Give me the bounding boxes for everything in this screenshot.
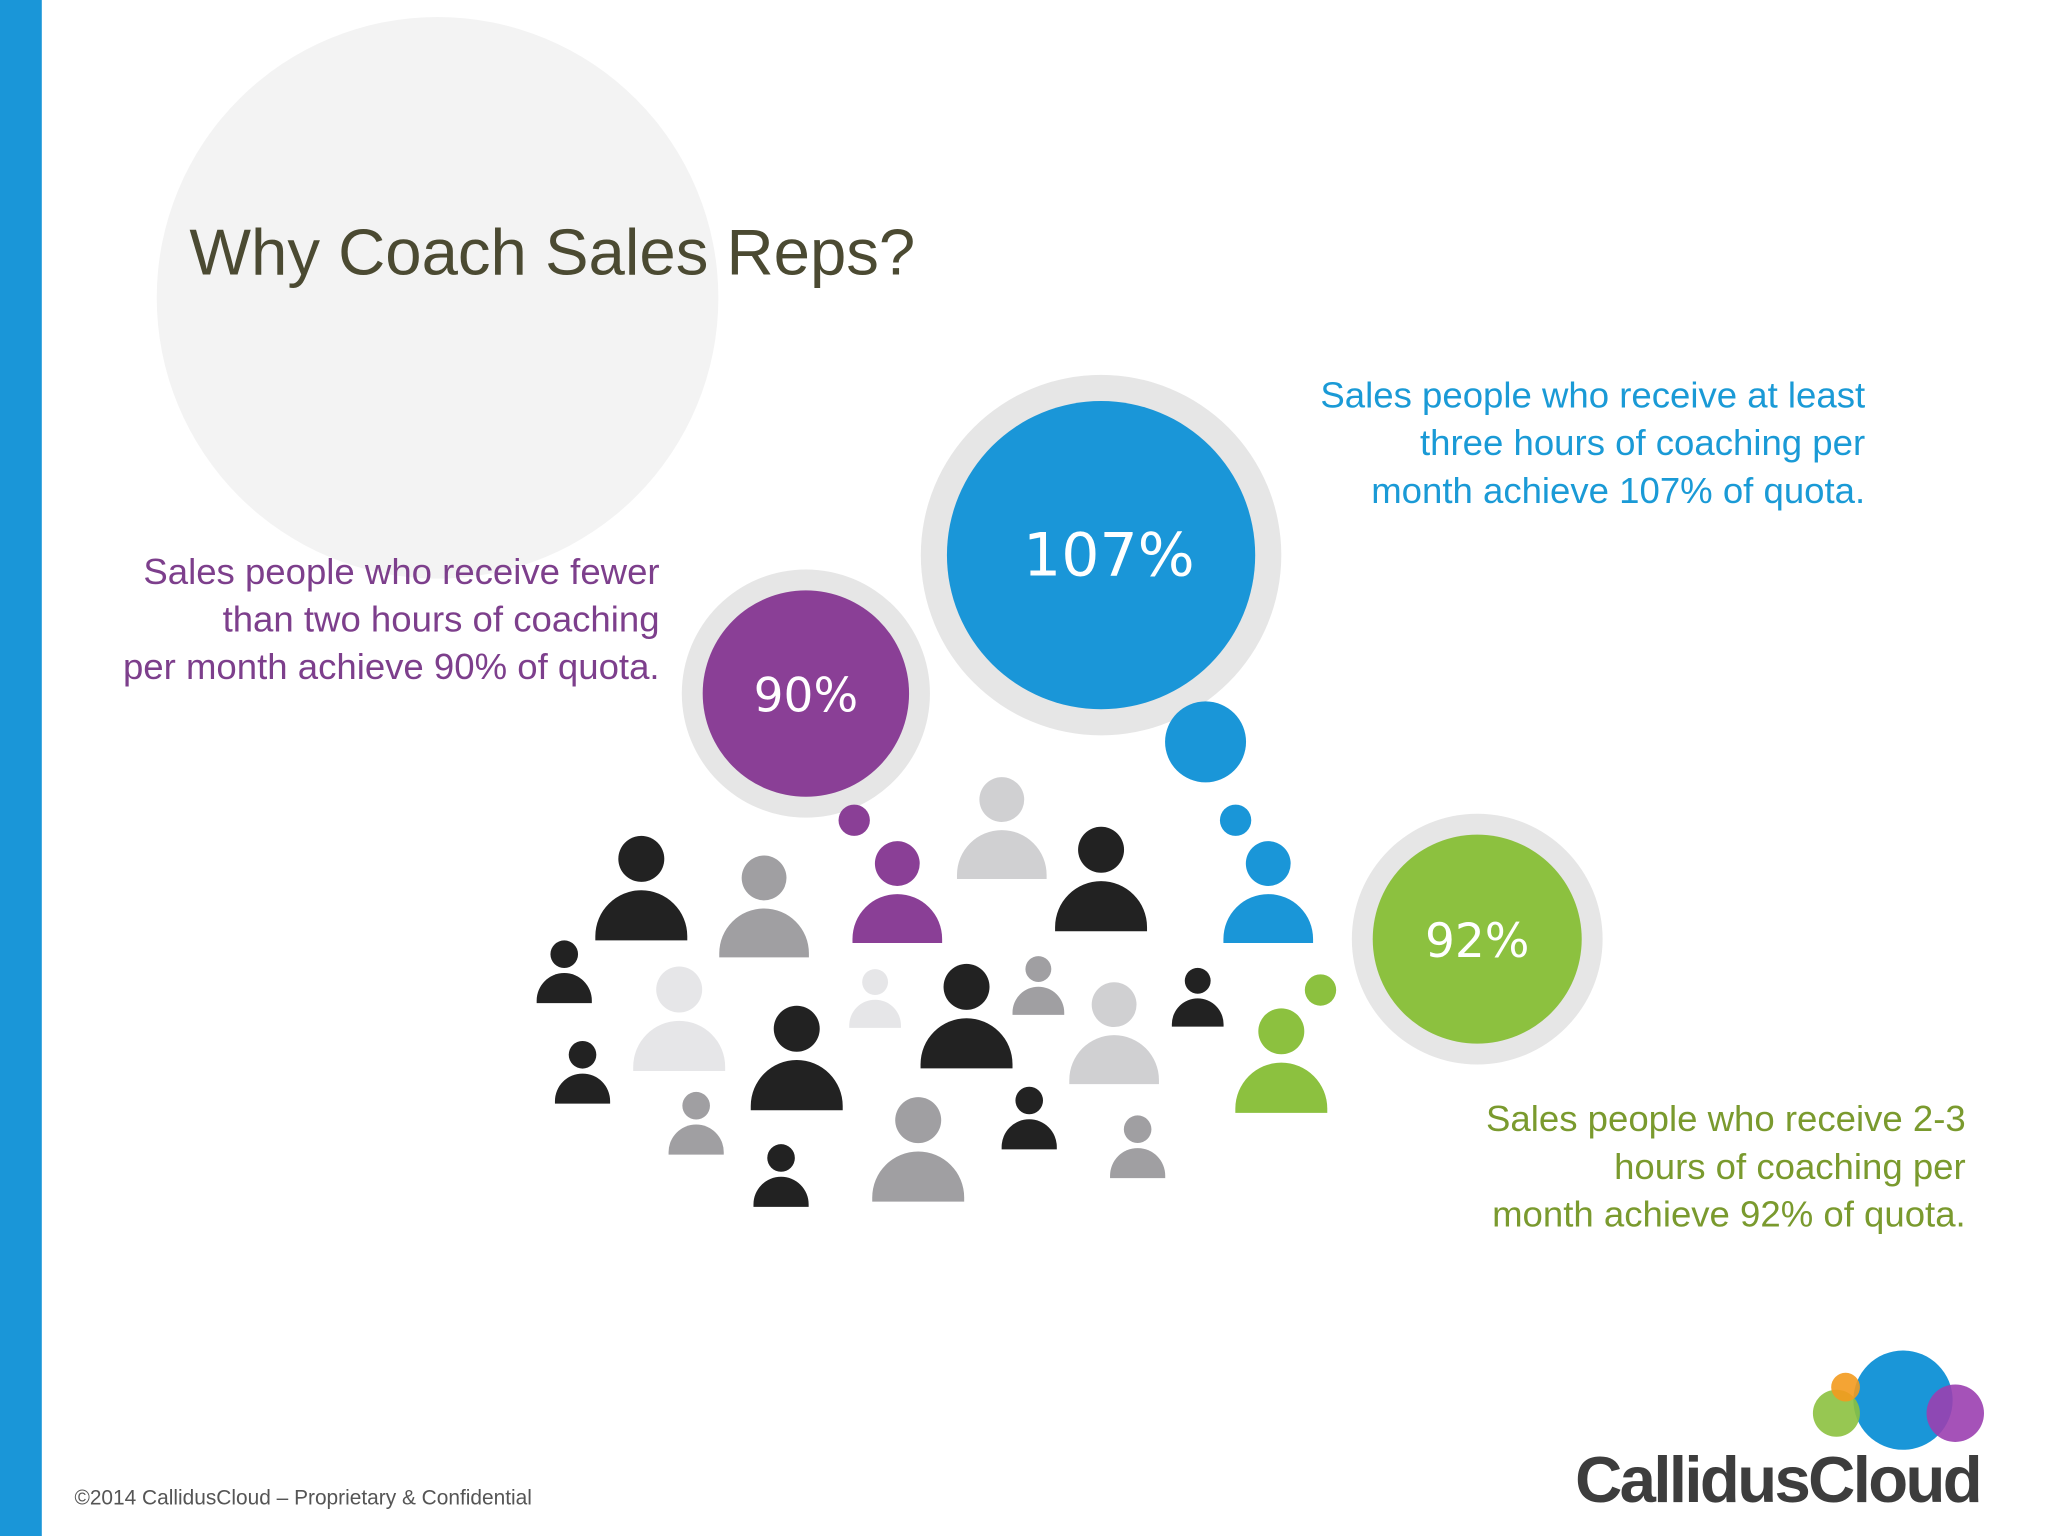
person-head xyxy=(767,1144,795,1172)
person-body xyxy=(956,830,1047,880)
person-head xyxy=(862,969,889,996)
person-body xyxy=(719,908,809,958)
person-body xyxy=(1001,1119,1057,1150)
logo-circle xyxy=(1853,1350,1953,1450)
person-body xyxy=(852,894,943,944)
caption-line: Sales people who receive 2-3 xyxy=(1486,1098,1966,1139)
person-head xyxy=(656,966,703,1013)
bubble xyxy=(946,400,1256,710)
logo-circle xyxy=(1831,1372,1860,1402)
logo: CallidusCloud xyxy=(1575,1350,1984,1516)
decor-circle xyxy=(156,16,719,579)
person-body xyxy=(633,1020,726,1072)
person-head xyxy=(895,1097,942,1144)
person-body xyxy=(595,890,688,941)
person-head xyxy=(1015,1086,1044,1115)
person-body xyxy=(1223,894,1314,944)
person-head xyxy=(1258,1008,1305,1055)
person-body xyxy=(872,1151,965,1202)
caption-line: Sales people who receive fewer xyxy=(143,551,659,592)
captions: Sales people who receive fewer than two h… xyxy=(123,375,1966,1235)
person-body xyxy=(1235,1062,1328,1113)
person-head xyxy=(618,835,665,882)
footer: ©2014 CallidusCloud – Proprietary & Conf… xyxy=(74,1487,532,1510)
person-head xyxy=(682,1091,710,1120)
person-body xyxy=(750,1060,843,1111)
person-body xyxy=(753,1176,809,1207)
bubble xyxy=(1372,834,1582,1044)
bubble-value: 90% xyxy=(754,668,859,723)
logo-circle xyxy=(1812,1389,1860,1437)
logo-text: CallidusCloud xyxy=(1575,1443,1980,1516)
person-body xyxy=(1069,1035,1159,1085)
logo-circle xyxy=(1926,1384,1984,1442)
caption-line: than two hours of coaching xyxy=(223,599,660,640)
person-body xyxy=(849,999,901,1028)
dot xyxy=(1304,974,1337,1006)
title: Why Coach Sales Reps? xyxy=(189,215,915,288)
person-head xyxy=(773,1005,820,1052)
caption-line: Sales people who receive at least xyxy=(1320,375,1865,416)
person-head xyxy=(1091,982,1137,1028)
bubble-value: 92% xyxy=(1425,914,1530,969)
dot xyxy=(838,804,870,836)
person-head xyxy=(741,855,787,901)
person-body xyxy=(1012,986,1065,1015)
person-head xyxy=(568,1040,597,1069)
caption-line: three hours of coaching per xyxy=(1420,422,1865,463)
bubble xyxy=(702,590,910,797)
caption-line: month achieve 92% of quota. xyxy=(1492,1193,1966,1234)
person-head xyxy=(1078,826,1125,873)
person-body xyxy=(1110,1148,1166,1179)
bubble-value: 107% xyxy=(1023,521,1195,591)
person-body xyxy=(920,1018,1013,1069)
person-head xyxy=(550,940,579,968)
person-head xyxy=(1245,841,1291,886)
people-group xyxy=(536,777,1328,1207)
person-body xyxy=(536,973,592,1004)
person-head xyxy=(874,841,920,886)
side-bar xyxy=(0,0,42,1536)
caption-line: hours of coaching per xyxy=(1614,1146,1966,1187)
dot xyxy=(1219,804,1252,836)
caption-line: month achieve 107% of quota. xyxy=(1371,470,1865,511)
person-head xyxy=(943,963,990,1010)
person-body xyxy=(1171,998,1224,1027)
person-body xyxy=(668,1124,724,1155)
person-head xyxy=(1123,1115,1152,1144)
person-body xyxy=(554,1073,611,1104)
person-body xyxy=(1055,881,1148,932)
person-head xyxy=(1025,956,1052,982)
dot xyxy=(1165,701,1247,783)
caption-line: per month achieve 90% of quota. xyxy=(123,646,660,687)
person-head xyxy=(1184,967,1211,994)
person-head xyxy=(979,777,1025,822)
